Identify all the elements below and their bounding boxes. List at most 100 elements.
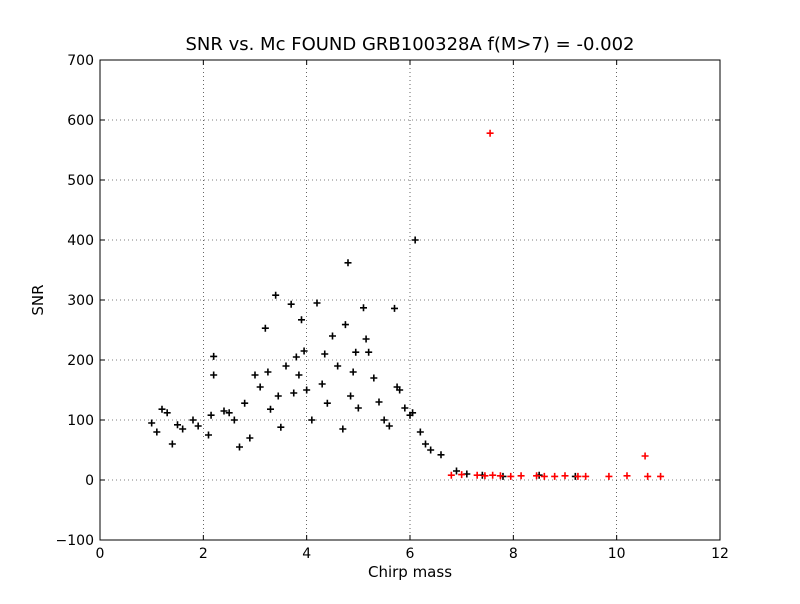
data-point: [308, 416, 316, 424]
y-tick-label: 600: [67, 113, 94, 129]
data-point: [339, 425, 347, 433]
y-tick-label: 300: [67, 293, 94, 309]
data-point: [385, 422, 393, 430]
grid: [100, 60, 720, 540]
data-point: [427, 446, 435, 454]
data-point: [274, 392, 282, 400]
data-point: [207, 411, 215, 419]
data-point: [507, 472, 515, 480]
data-point: [210, 371, 218, 379]
data-point: [657, 472, 665, 480]
y-tick-label: 500: [67, 173, 94, 189]
data-point: [246, 434, 254, 442]
data-point: [334, 362, 342, 370]
data-point: [641, 452, 649, 460]
x-tick-label: 8: [509, 546, 518, 562]
y-tick-label: 400: [67, 233, 94, 249]
data-point: [453, 467, 460, 475]
data-point: [489, 471, 497, 479]
chart-title: SNR vs. Mc FOUND GRB100328A f(M>7) = -0.…: [185, 34, 634, 55]
data-point: [458, 471, 466, 479]
data-point: [437, 451, 445, 459]
data-point: [230, 416, 238, 424]
data-point: [290, 389, 298, 397]
data-point: [533, 472, 541, 480]
data-point: [225, 409, 233, 417]
data-point: [174, 421, 181, 429]
y-tick-label: −100: [56, 533, 94, 549]
data-point: [256, 383, 264, 391]
data-point: [292, 353, 300, 361]
data-point: [347, 392, 355, 400]
data-point: [329, 332, 336, 340]
x-tick-label: 10: [608, 546, 626, 562]
data-point: [321, 350, 329, 358]
data-point: [352, 348, 360, 356]
data-point: [623, 472, 631, 480]
data-point: [295, 371, 303, 379]
data-point: [261, 324, 269, 332]
data-point: [205, 431, 212, 439]
y-axis-label: SNR: [29, 284, 47, 315]
x-tick-label: 2: [199, 546, 208, 562]
data-point: [277, 423, 285, 431]
data-point: [401, 404, 409, 412]
data-point: [210, 352, 218, 360]
data-point: [148, 419, 156, 427]
data-point: [561, 472, 569, 480]
data-point: [189, 416, 197, 424]
data-point: [391, 304, 398, 312]
x-tick-label: 0: [96, 546, 105, 562]
data-points: [148, 129, 665, 480]
data-point: [287, 300, 295, 308]
data-point: [644, 472, 652, 480]
data-point: [447, 471, 455, 479]
data-point: [318, 380, 326, 388]
data-point: [380, 416, 388, 424]
data-point: [362, 335, 370, 343]
data-point: [323, 399, 331, 407]
x-tick-label: 6: [406, 546, 415, 562]
data-point: [349, 368, 357, 376]
data-point: [236, 443, 243, 451]
data-point: [179, 425, 187, 433]
data-point: [496, 472, 504, 480]
data-point: [267, 405, 274, 413]
data-point: [344, 259, 352, 267]
data-point: [241, 399, 249, 407]
data-point: [422, 440, 429, 448]
data-point: [360, 304, 367, 312]
data-point: [473, 471, 481, 479]
data-point: [303, 386, 311, 394]
data-point: [375, 398, 383, 406]
x-tick-label: 4: [302, 546, 311, 562]
data-point: [517, 472, 525, 480]
data-point: [264, 368, 272, 376]
data-point: [370, 374, 378, 382]
y-tick-label: 200: [67, 353, 94, 369]
data-point: [272, 291, 280, 299]
data-point: [540, 472, 548, 480]
data-point: [220, 407, 228, 415]
data-point: [313, 299, 321, 307]
data-point: [300, 347, 308, 355]
data-point: [251, 371, 259, 379]
y-tick-label: 700: [67, 53, 94, 69]
data-point: [409, 409, 417, 417]
data-point: [605, 472, 613, 480]
data-point: [365, 348, 373, 356]
data-point: [574, 472, 582, 480]
data-point: [582, 472, 590, 480]
data-point: [163, 409, 171, 417]
data-point: [194, 422, 202, 430]
data-point: [341, 321, 349, 329]
data-point: [481, 472, 489, 480]
x-axis-label: Chirp mass: [368, 563, 452, 581]
data-point: [153, 428, 161, 436]
data-point: [416, 428, 424, 436]
data-point: [168, 440, 176, 448]
data-point: [354, 404, 362, 412]
